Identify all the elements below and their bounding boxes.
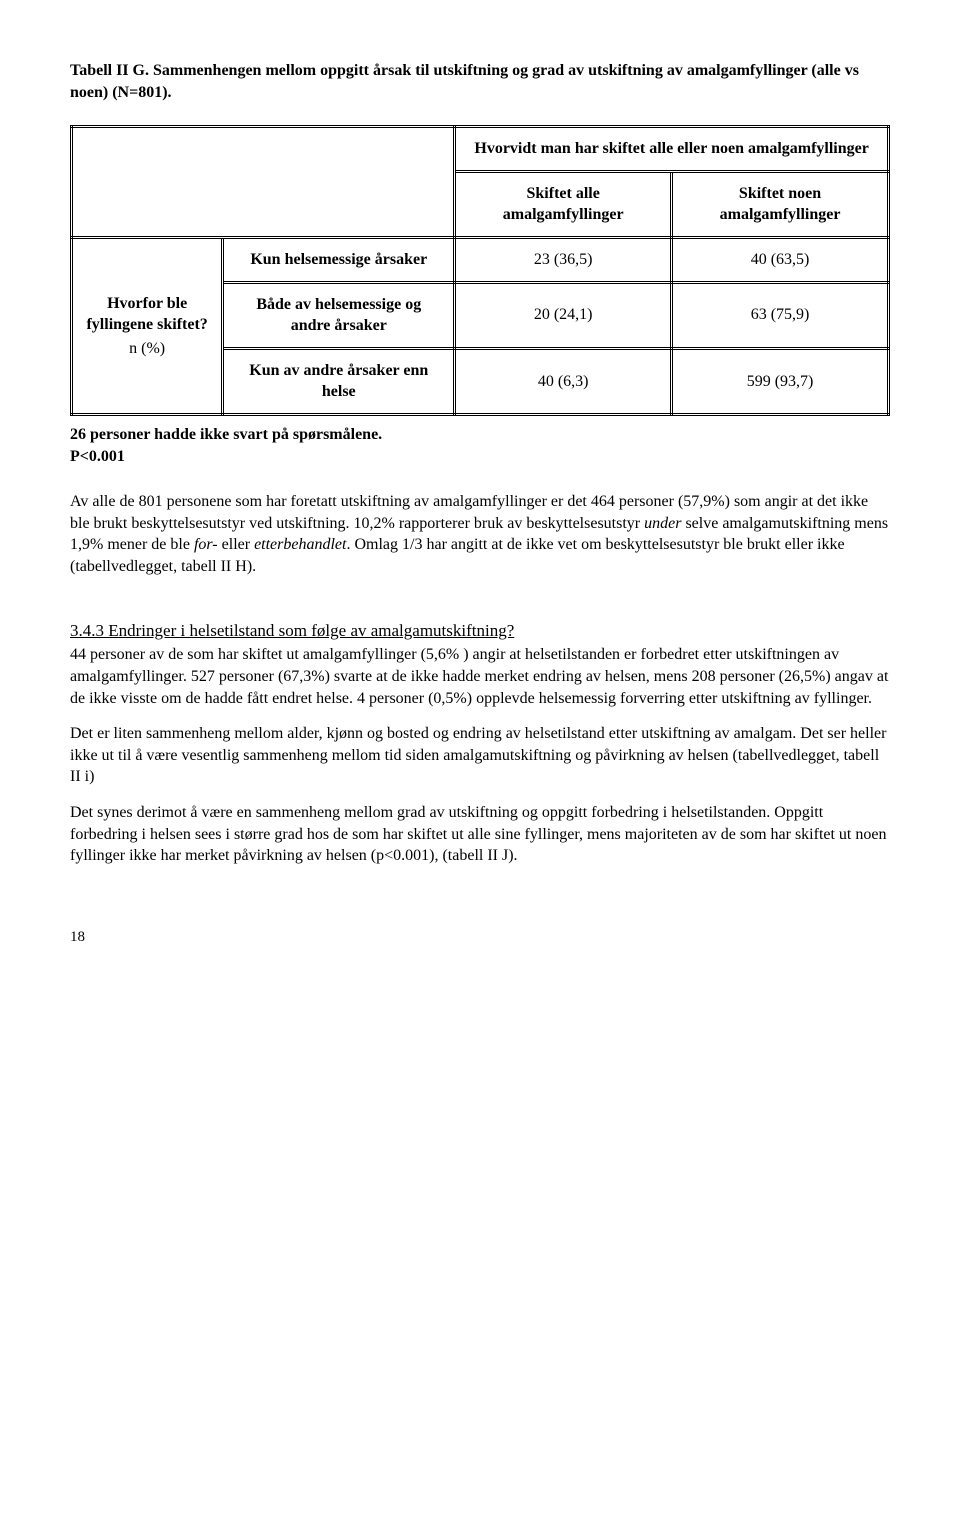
cell-2-1: 40 (6,3) <box>455 348 672 414</box>
col-span-header: Hvorvidt man har skiftet alle eller noen… <box>455 127 889 172</box>
row-label-1: Både av helsemessige og andre årsaker <box>223 282 455 348</box>
cell-2-2: 599 (93,7) <box>672 348 889 414</box>
data-table: Hvorvidt man har skiftet alle eller noen… <box>70 125 890 416</box>
footnote-line-1: 26 personer hadde ikke svart på spørsmål… <box>70 426 382 443</box>
para1-c: eller <box>218 536 254 553</box>
cell-1-1: 20 (24,1) <box>455 282 672 348</box>
page-number: 18 <box>70 927 890 947</box>
para1-i1: under <box>644 515 681 532</box>
row-label-0: Kun helsemessige årsaker <box>223 237 455 282</box>
col-header-2: Skiftet noen amalgamfyllinger <box>672 171 889 237</box>
paragraph-1: Av alle de 801 personene som har foretat… <box>70 491 890 577</box>
header-empty-cell <box>72 127 455 238</box>
cell-1-2: 63 (75,9) <box>672 282 889 348</box>
table-footnote: 26 personer hadde ikke svart på spørsmål… <box>70 424 890 467</box>
section-p2: Det er liten sammenheng mellom alder, kj… <box>70 723 890 788</box>
section-p3: Det synes derimot å være en sammenheng m… <box>70 802 890 867</box>
row-group-label-1: Hvorfor ble fyllingene skiftet? <box>85 293 209 336</box>
section-heading: 3.4.3 Endringer i helsetilstand som følg… <box>70 620 890 643</box>
table-title: Tabell II G. Sammenhengen mellom oppgitt… <box>70 60 890 103</box>
section-p1: 44 personer av de som har skiftet ut ama… <box>70 644 890 709</box>
cell-0-1: 23 (36,5) <box>455 237 672 282</box>
row-group-label-2: n (%) <box>85 338 209 360</box>
para1-i2: for- <box>194 536 218 553</box>
row-label-2: Kun av andre årsaker enn helse <box>223 348 455 414</box>
row-group-header: Hvorfor ble fyllingene skiftet? n (%) <box>72 237 223 414</box>
col-header-1: Skiftet alle amalgamfyllinger <box>455 171 672 237</box>
para1-i3: etterbehandlet <box>254 536 346 553</box>
cell-0-2: 40 (63,5) <box>672 237 889 282</box>
footnote-line-2: P<0.001 <box>70 448 125 465</box>
